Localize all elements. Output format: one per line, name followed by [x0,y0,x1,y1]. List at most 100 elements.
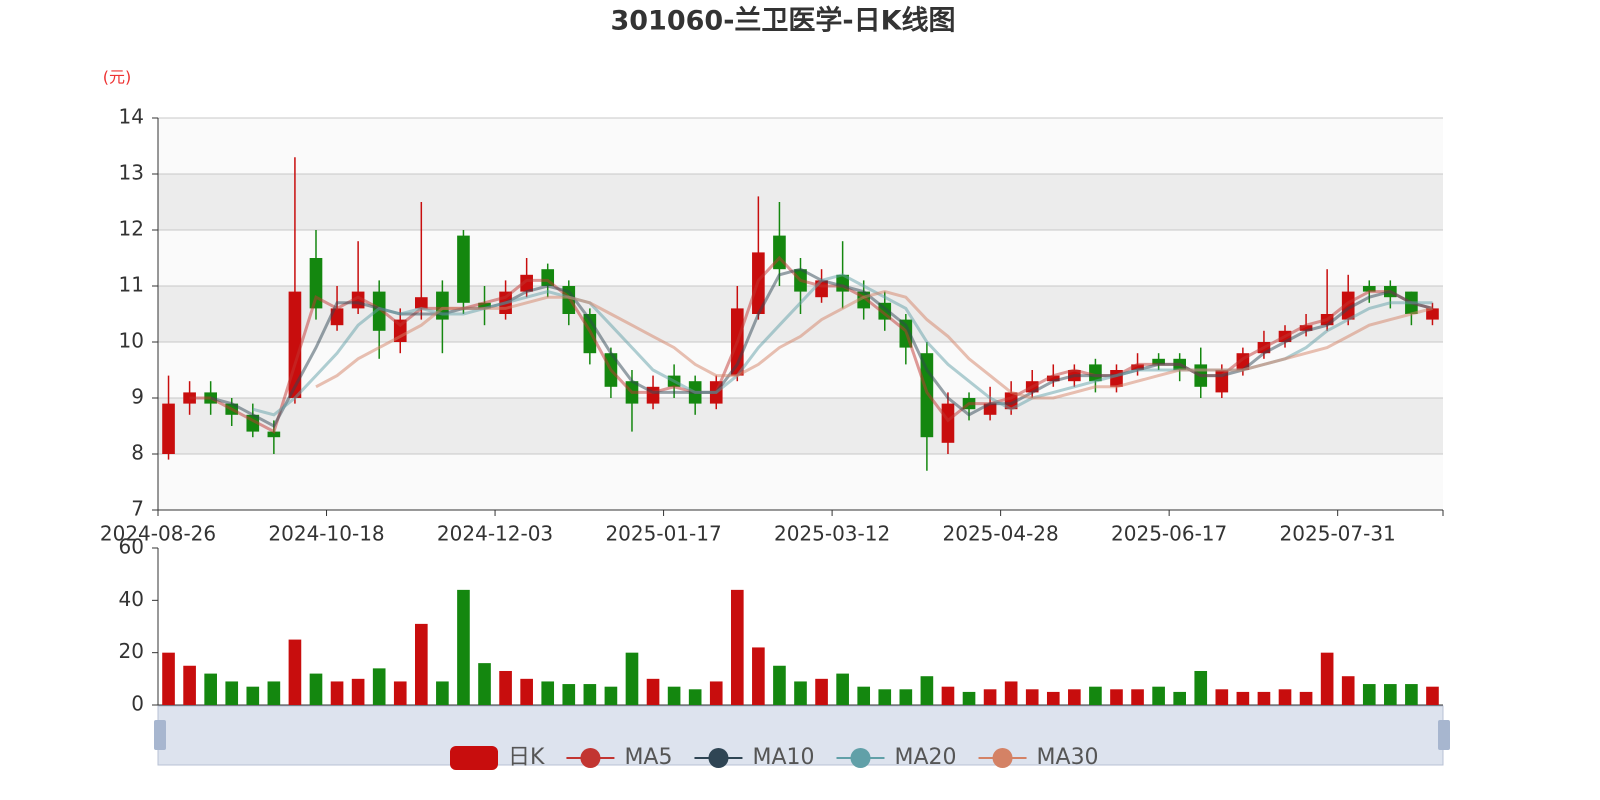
y-tick-label: 14 [119,105,144,129]
volume-bar [225,681,239,705]
y-tick-label: 20 [119,639,144,663]
volume-bar [478,663,491,705]
volume-bar [1426,686,1439,705]
candle-body [183,392,196,404]
legend-icon[interactable] [450,746,498,770]
candle-body [1131,364,1144,370]
volume-bar [1194,670,1208,705]
zoom-handle[interactable] [154,720,166,750]
volume-bar [920,676,934,705]
volume-bar [267,681,281,705]
grid-band [158,454,1443,510]
volume-bar [1341,676,1355,705]
volume-bar [415,623,428,705]
ma-line [315,290,1433,400]
candle-body [1299,325,1313,331]
volume-bar [1236,691,1250,705]
volume-bar [709,681,723,705]
volume-bar [836,673,849,705]
candle-body [415,297,428,309]
legend-icon[interactable] [992,748,1013,768]
volume-bar [1384,684,1397,705]
x-tick-label: 2025-03-12 [774,522,890,546]
volume-bar [1046,691,1060,705]
y-unit: (元) [103,68,132,87]
y-tick-label: 11 [119,273,144,297]
volume-bar [646,678,660,705]
y-tick-label: 0 [131,692,144,716]
x-tick-label: 2025-01-17 [605,522,721,546]
legend-icon[interactable] [580,748,601,768]
y-tick-label: 60 [119,535,144,559]
grid-band [158,174,1443,230]
x-tick-label: 2024-12-03 [437,522,553,546]
candle-body [162,403,175,454]
x-tick-label: 2024-08-26 [100,522,216,546]
volume-bar [794,681,807,705]
volume-bar [162,652,175,705]
volume-bar [457,589,470,705]
y-tick-label: 8 [131,441,144,465]
x-tick-label: 2024-10-18 [268,522,384,546]
volume-bar [1257,691,1271,705]
ma-line [189,255,1433,434]
volume-bar [1152,686,1165,705]
volume-bar [562,684,576,705]
volume-bar [183,665,196,705]
candle-body [1426,308,1439,320]
legend-label[interactable]: MA5 [624,745,672,770]
legend-label[interactable]: MA20 [895,745,957,770]
candle-body [983,403,997,415]
volume-bar [1362,684,1376,705]
legend-label[interactable]: MA30 [1037,745,1099,770]
legend-label[interactable]: MA10 [752,745,814,770]
volume-bar [688,689,702,705]
volume-bar [625,652,639,705]
volume-bar [1299,691,1313,705]
legend-icon[interactable] [850,748,871,768]
x-tick-label: 2025-06-17 [1111,522,1227,546]
candle-body [920,353,934,438]
grid-band [158,398,1443,454]
volume-bar [1110,689,1123,705]
candle-body [372,291,386,331]
candle-body [1046,375,1060,382]
volume-bar [1025,689,1039,705]
volume-bar [1215,689,1229,705]
volume-bar [730,589,744,705]
y-tick-label: 9 [131,385,144,409]
volume-bar [1173,691,1186,705]
x-tick-label: 2025-07-31 [1280,522,1396,546]
volume-bar [857,686,871,705]
volume-bar [1131,689,1144,705]
y-tick-label: 40 [119,587,144,611]
zoom-handle[interactable] [1438,720,1450,750]
volume-bar [962,691,976,705]
zoom-slider[interactable] [157,705,1444,766]
candle-body [309,258,323,309]
volume-bar [204,673,217,705]
legend-icon[interactable] [708,748,729,768]
volume-bar [541,681,555,705]
volume-bar [752,647,765,705]
grid-band [158,118,1443,174]
candle-body [478,302,491,309]
candle-body [1152,358,1165,365]
volume-bar [1004,681,1018,705]
volume-bar [941,686,955,705]
volume-bar [1320,652,1334,705]
volume-bar [351,678,365,705]
volume-bar [520,678,533,705]
volume-bar [1089,686,1102,705]
volume-bar [309,673,323,705]
volume-bar [899,689,913,705]
y-tick-label: 10 [119,329,144,353]
candle-body [941,403,955,443]
legend-label[interactable]: 日K [508,745,545,770]
volume-bar [1405,684,1418,705]
grid-band [158,342,1443,398]
volume-bar [288,639,302,705]
volume-bar [372,668,386,705]
volume-bar [815,678,828,705]
